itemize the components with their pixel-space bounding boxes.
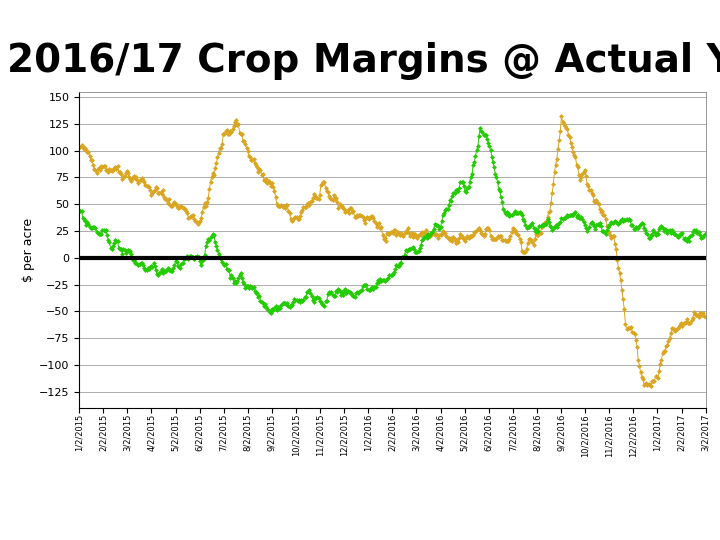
Y-axis label: $ per acre: $ per acre [22,218,35,282]
Text: 2016/17 Crop Margins @ Actual Yields: 2016/17 Crop Margins @ Actual Yields [7,42,720,80]
Text: Ag Decision Maker: Ag Decision Maker [561,502,706,516]
Text: IOWA STATE UNIVERSITY: IOWA STATE UNIVERSITY [11,488,227,502]
Text: Extension and Outreach/Department of Economics: Extension and Outreach/Department of Eco… [11,518,276,528]
